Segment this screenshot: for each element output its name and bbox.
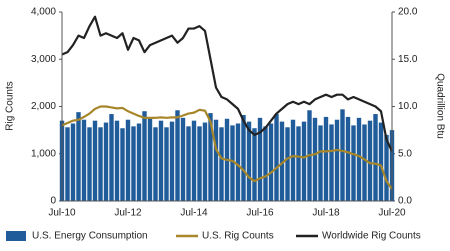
bar: [274, 114, 279, 201]
bar: [329, 124, 334, 201]
bar: [147, 118, 153, 201]
bar: [186, 126, 191, 201]
y-axis-label: Rig Counts: [5, 81, 16, 130]
legend-label: U.S. Rig Counts: [202, 231, 274, 242]
bar: [103, 122, 109, 201]
bar: [81, 119, 87, 201]
line: [61, 15, 393, 152]
x-tick-label: Jul-18: [312, 208, 340, 219]
y2-tick-label: 20.0: [398, 7, 418, 18]
y-tick-label: 3,000: [31, 54, 56, 65]
bar: [285, 127, 290, 201]
bar: [252, 128, 257, 201]
x-tick-label: Jul-10: [48, 208, 76, 219]
bar: [136, 123, 142, 201]
bar: [153, 127, 158, 201]
bar: [169, 121, 175, 201]
bar: [318, 125, 323, 201]
bar: [246, 121, 252, 201]
y-tick-label: 4,000: [31, 7, 56, 18]
y2-axis-label: Quadrillion Btu: [434, 73, 445, 139]
bar: [230, 125, 235, 201]
bar: [175, 110, 180, 201]
bar: [219, 127, 224, 201]
bar: [76, 112, 81, 201]
bar: [213, 119, 219, 201]
bar: [197, 126, 202, 201]
y2-tick-label: 15.0: [398, 54, 418, 65]
x-tick-label: Jul-20: [378, 208, 406, 219]
bar: [362, 124, 367, 201]
x-tick-label: Jul-12: [114, 208, 142, 219]
bar: [340, 109, 345, 201]
x-tick-label: Jul-16: [246, 208, 274, 219]
bar: [378, 122, 384, 201]
bar: [312, 117, 318, 201]
bar: [290, 119, 296, 201]
bar: [268, 123, 274, 201]
bar: [191, 120, 197, 201]
bar: [87, 127, 92, 201]
bar: [356, 117, 362, 201]
bar: [98, 127, 103, 201]
line: [61, 105, 393, 190]
bar: [114, 120, 120, 201]
bar: [120, 128, 125, 201]
bar: [125, 119, 131, 201]
bar: [345, 116, 351, 201]
bar: [202, 122, 208, 201]
bar: [109, 114, 114, 201]
x-tick-label: Jul-14: [180, 208, 208, 219]
legend-label: Worldwide Rig Counts: [322, 231, 421, 242]
bar: [142, 111, 147, 201]
bar: [296, 126, 301, 201]
y2-tick-label: 0.0: [398, 196, 412, 207]
bar: [279, 121, 285, 201]
y-tick-label: 1,000: [31, 148, 56, 159]
bar: [65, 127, 70, 201]
legend-label: U.S. Energy Consumption: [32, 231, 148, 242]
bar: [241, 115, 246, 201]
y-tick-label: 0: [50, 196, 56, 207]
bar: [92, 120, 98, 201]
bar: [180, 117, 186, 201]
bar: [208, 113, 213, 201]
legend-swatch: [6, 231, 26, 241]
bar: [351, 125, 356, 201]
y-tick-label: 2,000: [31, 101, 56, 112]
bar: [131, 126, 136, 201]
bar: [323, 116, 329, 201]
bar: [367, 120, 373, 201]
bar: [164, 127, 169, 201]
y2-tick-label: 5.0: [398, 148, 412, 159]
bar: [373, 114, 378, 201]
bar: [158, 120, 164, 201]
bar: [235, 123, 241, 201]
y2-tick-label: 10.0: [398, 101, 418, 112]
bar: [334, 119, 340, 201]
bar: [263, 126, 268, 201]
bar: [70, 123, 76, 201]
bar: [257, 117, 263, 201]
bar: [384, 134, 389, 201]
bar: [301, 121, 307, 201]
